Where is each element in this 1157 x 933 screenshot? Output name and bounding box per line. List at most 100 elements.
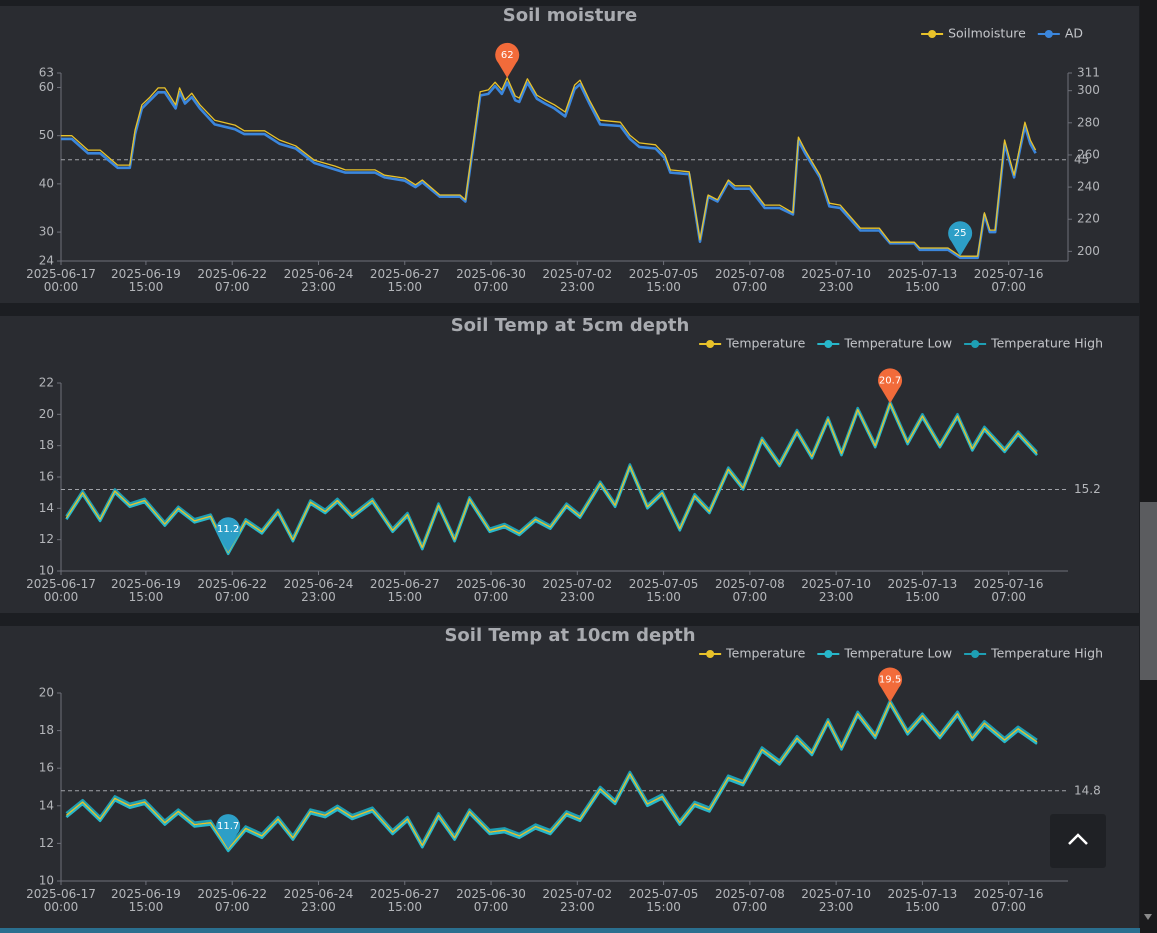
max-pin — [495, 42, 520, 78]
chart-title: Soil moisture — [503, 5, 637, 26]
x-tick-label-line: 2025-07-10 — [801, 577, 871, 591]
legend-label: Temperature — [725, 336, 805, 351]
x-tick-label-line: 07:00 — [991, 590, 1026, 604]
x-tick-label-line: 07:00 — [991, 280, 1026, 294]
x-tick-label-line: 23:00 — [560, 590, 595, 604]
x-tick-label-line: 2025-07-08 — [715, 577, 785, 591]
series-line — [65, 702, 1038, 853]
series-line — [61, 77, 1037, 257]
scrollbar-track[interactable] — [1140, 0, 1157, 933]
x-tick-label-line: 15:00 — [646, 900, 681, 914]
x-tick-label: 2025-06-30 07:00 — [456, 577, 526, 604]
x-tick-label-line: 2025-07-16 — [974, 887, 1044, 901]
x-tick-label-line: 2025-06-27 — [370, 267, 440, 281]
y2-tick-label: 200 — [1077, 244, 1100, 258]
scroll-top-background[interactable] — [1050, 814, 1106, 868]
y-tick-label: 14 — [39, 798, 54, 812]
legend-label: Temperature High — [990, 336, 1103, 351]
x-tick-label-line: 00:00 — [44, 590, 79, 604]
x-tick-label-line: 15:00 — [387, 590, 422, 604]
x-tick-label-line: 23:00 — [819, 280, 854, 294]
average-label: 14.8 — [1074, 783, 1101, 797]
y2-tick-label: 220 — [1077, 212, 1100, 226]
x-tick-label: 2025-06-24 23:00 — [284, 887, 354, 914]
x-tick-label-line: 2025-06-22 — [197, 887, 267, 901]
min-pin-label: 11.2 — [217, 524, 239, 535]
scroll-top-button[interactable] — [1050, 814, 1106, 868]
x-tick-label-line: 2025-07-05 — [629, 577, 699, 591]
x-tick-label-line: 2025-06-22 — [197, 267, 267, 281]
x-tick-label: 2025-07-02 23:00 — [542, 577, 612, 604]
x-tick-label-line: 07:00 — [733, 900, 768, 914]
x-tick-label-line: 2025-06-17 — [26, 267, 96, 281]
scrollbar-arrow[interactable] — [1144, 914, 1152, 920]
x-tick-label-line: 2025-07-13 — [888, 267, 958, 281]
x-tick-label: 2025-06-27 15:00 — [370, 267, 440, 294]
x-tick-label-line: 2025-06-19 — [111, 267, 181, 281]
y-tick-label: 40 — [39, 176, 54, 190]
y-tick-label: 12 — [39, 836, 54, 850]
scroll-top-icon[interactable] — [1068, 833, 1088, 845]
series-line — [65, 701, 1038, 850]
max-pin — [878, 368, 903, 404]
x-tick-label: 2025-07-13 15:00 — [888, 887, 958, 914]
x-tick-label-line: 2025-06-19 — [111, 887, 181, 901]
y-tick-label: 20 — [39, 686, 54, 700]
legend-swatch — [706, 340, 715, 348]
x-tick-label-line: 2025-06-22 — [197, 577, 267, 591]
y2-tick-label: 240 — [1077, 180, 1100, 194]
x-tick-label-line: 2025-06-19 — [111, 577, 181, 591]
x-tick-label-line: 00:00 — [44, 280, 79, 294]
panel — [0, 6, 1139, 303]
x-tick-label-line: 23:00 — [301, 590, 336, 604]
x-tick-label: 2025-06-22 07:00 — [197, 887, 267, 914]
series-line — [61, 81, 1037, 260]
x-tick-label-line: 23:00 — [819, 590, 854, 604]
panel — [0, 626, 1139, 928]
min-pin — [216, 814, 241, 850]
x-tick-label: 2025-07-08 07:00 — [715, 887, 785, 914]
bottom-bar — [0, 928, 1140, 933]
average-label: 15.2 — [1074, 482, 1101, 496]
y-tick-label: 50 — [39, 128, 54, 142]
y2-tick-label: 260 — [1077, 147, 1100, 161]
x-tick-label-line: 2025-07-05 — [629, 267, 699, 281]
x-tick-label-line: 2025-06-24 — [284, 267, 354, 281]
x-tick-label: 2025-07-05 15:00 — [629, 577, 699, 604]
x-tick-label: 2025-07-02 23:00 — [542, 267, 612, 294]
y2-tick-label: 311 — [1077, 66, 1100, 80]
x-tick-label: 2025-06-22 07:00 — [197, 267, 267, 294]
x-tick-label-line: 2025-06-24 — [284, 887, 354, 901]
x-tick-label-line: 2025-06-30 — [456, 577, 526, 591]
x-tick-label: 2025-06-27 15:00 — [370, 577, 440, 604]
legend-label: Temperature Low — [843, 336, 952, 351]
x-tick-label: 2025-06-19 15:00 — [111, 267, 181, 294]
x-tick-label-line: 2025-07-10 — [801, 267, 871, 281]
x-tick-label-line: 2025-07-02 — [542, 577, 612, 591]
x-tick-label-line: 15:00 — [905, 590, 940, 604]
x-tick-label-line: 07:00 — [733, 590, 768, 604]
x-tick-label-line: 07:00 — [733, 280, 768, 294]
x-tick-label-line: 15:00 — [387, 280, 422, 294]
max-pin-label: 20.7 — [879, 375, 901, 386]
x-tick-label-line: 2025-07-02 — [542, 887, 612, 901]
scrollbar-thumb[interactable] — [1140, 502, 1157, 680]
x-tick-label-line: 23:00 — [301, 900, 336, 914]
x-tick-label: 2025-07-10 23:00 — [801, 267, 871, 294]
y-tick-label: 16 — [39, 470, 54, 484]
x-tick-label: 2025-06-19 15:00 — [111, 887, 181, 914]
x-tick-label-line: 07:00 — [474, 280, 509, 294]
legend-label: AD — [1065, 26, 1083, 41]
x-tick-label-line: 23:00 — [560, 280, 595, 294]
x-tick-label-line: 07:00 — [474, 900, 509, 914]
series-line — [65, 403, 1038, 556]
x-tick-label: 2025-07-08 07:00 — [715, 267, 785, 294]
x-tick-label-line: 2025-06-27 — [370, 887, 440, 901]
x-tick-label-line: 2025-07-05 — [629, 887, 699, 901]
x-tick-label-line: 07:00 — [215, 900, 250, 914]
legend-label: Soilmoisture — [948, 26, 1026, 41]
x-tick-label-line: 23:00 — [560, 900, 595, 914]
y2-tick-label: 300 — [1077, 83, 1100, 97]
y-tick-label: 10 — [39, 564, 54, 578]
